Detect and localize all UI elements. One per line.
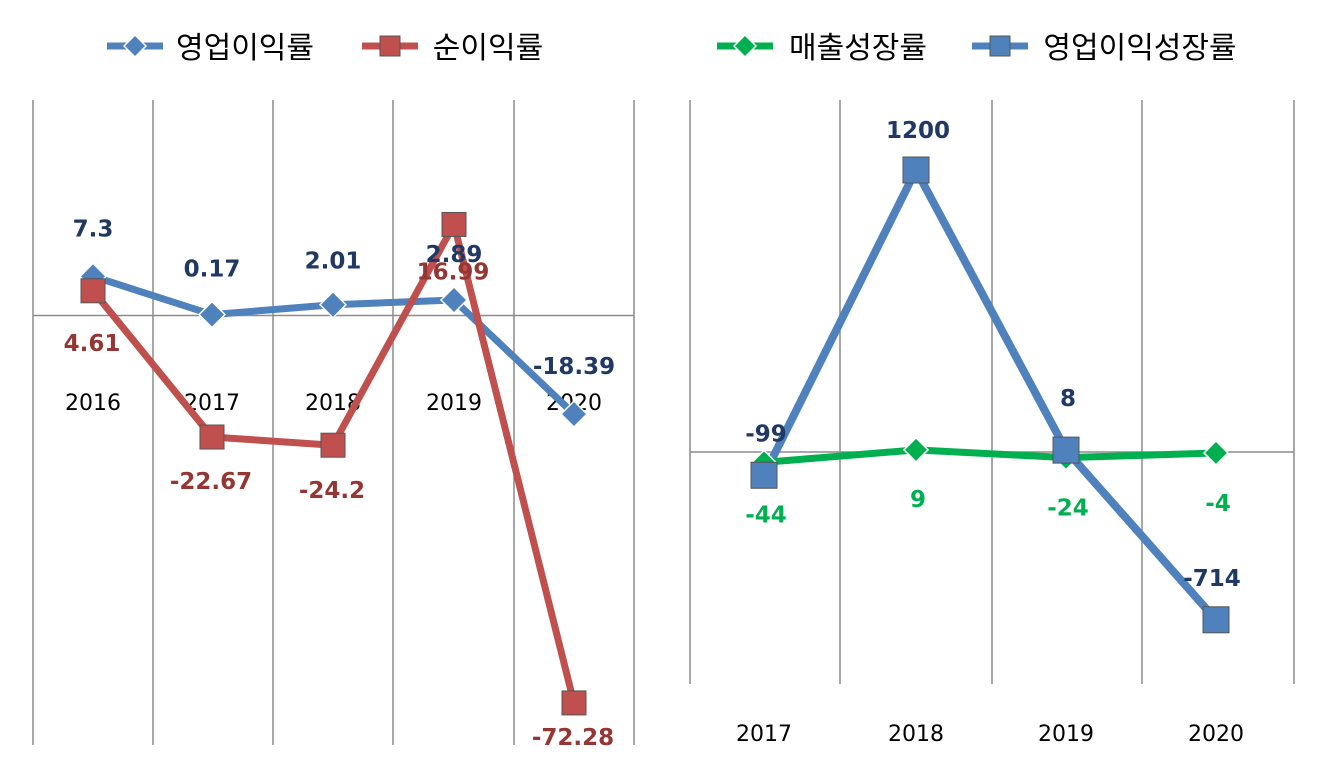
operating-margin-label: 2.89 [426, 242, 483, 268]
net-margin-point [199, 424, 225, 450]
operating-margin-point [318, 290, 348, 319]
legend-diamond-icon [122, 33, 148, 59]
sales-growth-label: -4 [1205, 491, 1231, 517]
net-margin-label: 16.99 [417, 259, 490, 285]
operating-margin-point [439, 285, 469, 315]
operating-margin-point [559, 400, 589, 429]
net-margin-label: -72.28 [532, 725, 614, 751]
legend-label-net-margin: 순이익률 [433, 31, 543, 66]
sales-growth-label: 9 [910, 487, 926, 513]
operating-margin-point [197, 300, 227, 329]
operating-margin-label: 0.17 [184, 257, 241, 283]
right-chart: 2017 2018 2019 2020 -44 9 -24 -4 -99 1200 8 -714 매출성… [689, 31, 1295, 747]
series-line-sales-growth [763, 446, 1217, 466]
sales-growth-point [902, 436, 930, 463]
net-margin-point [441, 211, 467, 237]
legend-diamond-icon [732, 33, 758, 59]
legend-label-sales-growth: 매출성장률 [789, 31, 927, 66]
op-growth-point [1202, 606, 1230, 634]
x-tick-label: 2019 [1038, 722, 1094, 747]
op-growth-label: 8 [1060, 386, 1076, 412]
net-margin-label: -24.2 [299, 478, 365, 504]
x-tick-label: 2020 [1188, 722, 1244, 747]
op-growth-point [750, 461, 778, 489]
legend-square-icon [379, 35, 401, 57]
op-growth-label: -714 [1183, 566, 1241, 592]
op-growth-label: -99 [745, 421, 787, 447]
net-margin-label: 4.61 [64, 331, 121, 357]
legend-label-operating-margin: 영업이익률 [176, 31, 314, 66]
operating-margin-label: -18.39 [533, 354, 615, 380]
legend-label-op-growth: 영업이익성장률 [1043, 31, 1236, 66]
net-margin-point [80, 278, 106, 304]
x-tick-label: 2019 [426, 391, 482, 416]
op-growth-point [902, 156, 930, 184]
x-tick-label: 2018 [888, 722, 944, 747]
sales-growth-label: -44 [745, 502, 787, 528]
op-growth-point [1052, 436, 1080, 464]
net-margin-point [561, 690, 587, 716]
op-growth-label: 1200 [886, 118, 950, 144]
x-tick-label: 2017 [736, 722, 792, 747]
legend-square-icon [989, 35, 1011, 57]
operating-margin-label: 2.01 [305, 249, 362, 275]
net-margin-point [320, 432, 346, 458]
left-chart: 201620172018201920207.30.172.012.89-18.3… [32, 31, 635, 751]
operating-margin-label: 7.3 [73, 216, 114, 242]
x-tick-label: 2016 [65, 391, 121, 416]
net-margin-label: -22.67 [170, 469, 252, 495]
sales-growth-label: -24 [1047, 496, 1089, 522]
series-line-op-growth [760, 166, 1219, 623]
sales-growth-point [1202, 439, 1230, 467]
